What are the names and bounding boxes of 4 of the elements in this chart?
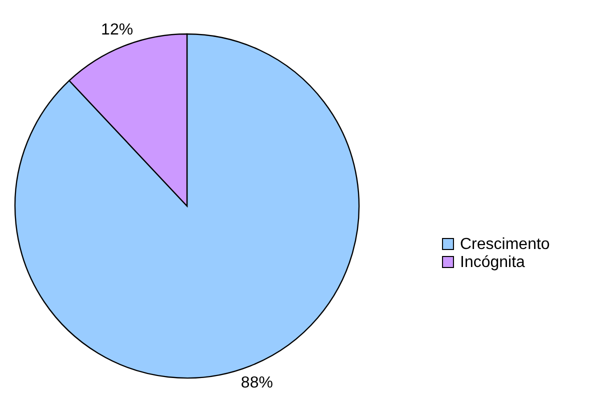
legend-label: Crescimento — [460, 236, 550, 253]
legend-label: Incógnita — [460, 254, 526, 271]
data-label: 12% — [101, 21, 134, 38]
data-label: 88% — [240, 374, 273, 392]
